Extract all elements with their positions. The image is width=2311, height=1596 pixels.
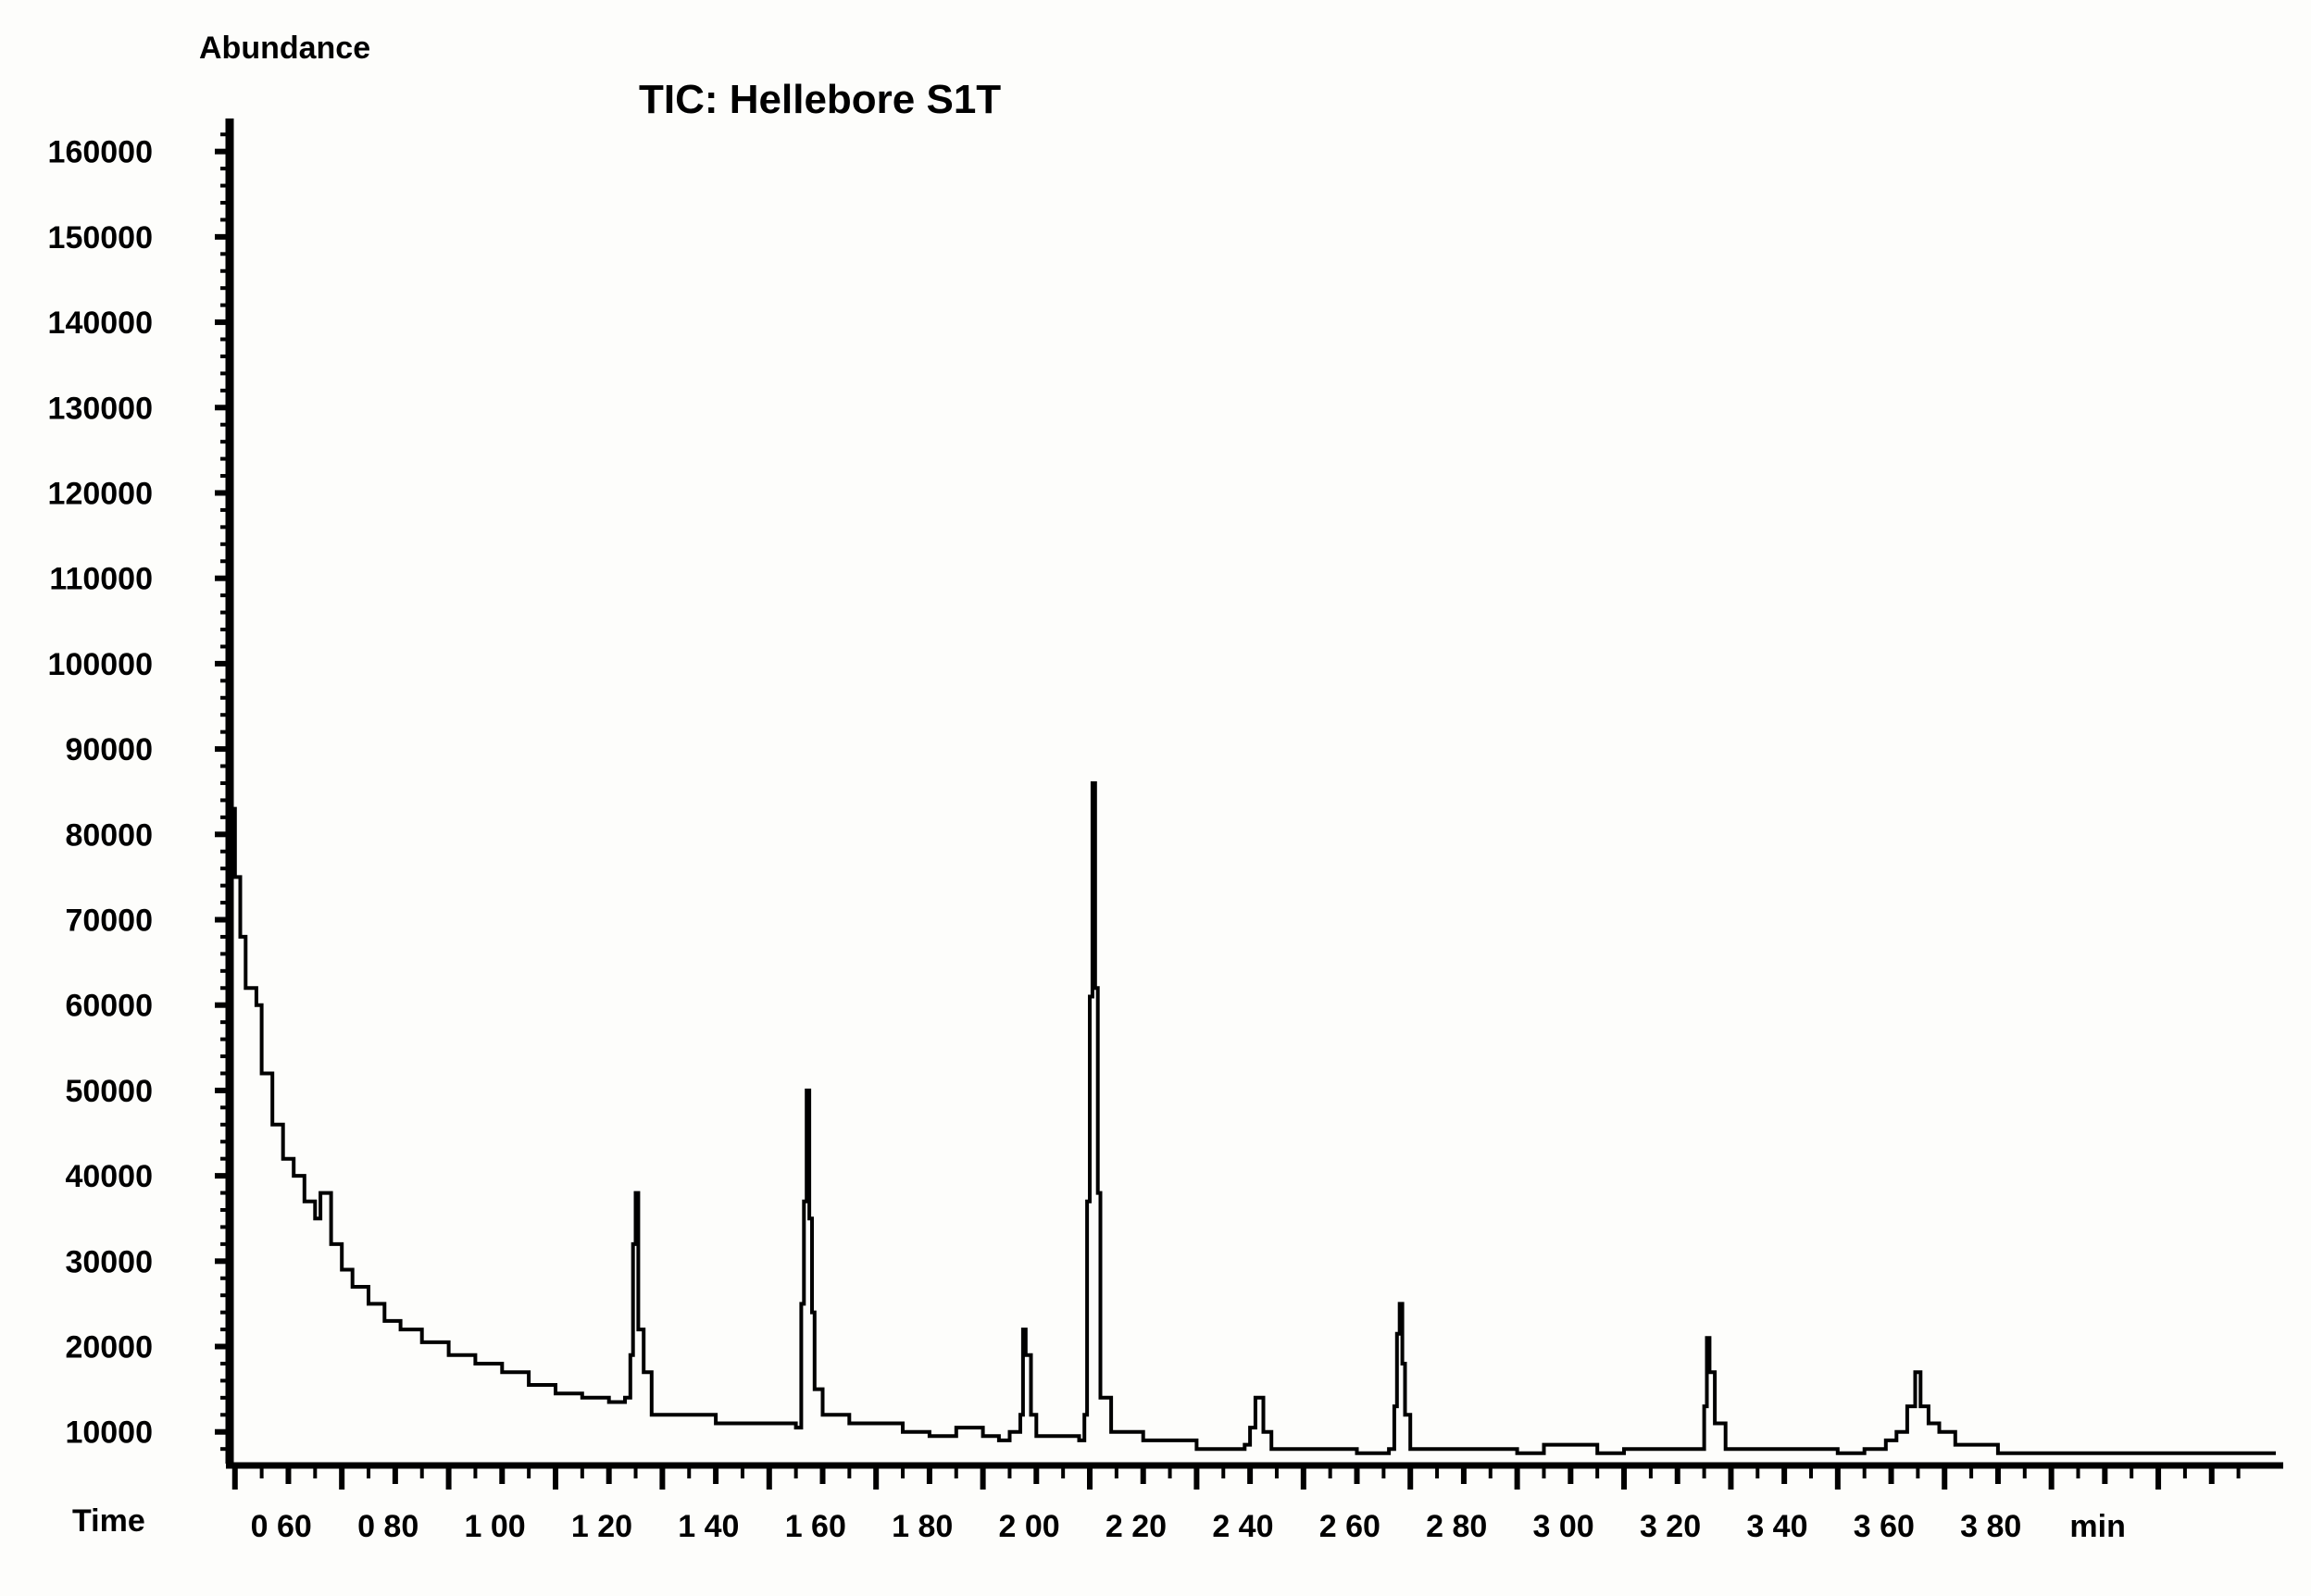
y-tick-label: 60000 <box>65 989 153 1024</box>
x-tick-label: 2 60 <box>1319 1509 1380 1544</box>
x-tick-label: 3 80 <box>1960 1509 2021 1544</box>
y-tick-label: 40000 <box>65 1159 153 1194</box>
y-tick-label: 90000 <box>65 732 153 767</box>
x-tick-label: 2 00 <box>999 1509 1060 1544</box>
y-axis-label: Abundance <box>199 31 370 66</box>
x-tick-label: 1 40 <box>678 1509 739 1544</box>
y-tick-label: 50000 <box>65 1074 153 1109</box>
x-tick-label: 2 40 <box>1212 1509 1273 1544</box>
x-tick-label: min <box>2069 1509 2125 1544</box>
y-tick-label: 150000 <box>48 220 153 256</box>
plot-area: 10000 20000 30000 40000 50000 60000 70000 80000… <box>48 118 2283 1544</box>
y-tick-label: 160000 <box>48 135 153 170</box>
x-tick-label: 2 20 <box>1106 1509 1167 1544</box>
x-tick-label: 0 60 <box>251 1509 312 1544</box>
x-tick-label: 1 20 <box>571 1509 632 1544</box>
x-tick-label: 1 00 <box>464 1509 525 1544</box>
y-tick-label: 10000 <box>65 1415 153 1451</box>
y-tick-label: 30000 <box>65 1244 153 1279</box>
x-tick-label: 3 20 <box>1640 1509 1701 1544</box>
y-tick-label: 120000 <box>48 476 153 511</box>
x-tick-label: 3 40 <box>1746 1509 1807 1544</box>
x-tick-label: 1 80 <box>892 1509 953 1544</box>
y-tick-label: 80000 <box>65 817 153 853</box>
x-tick-label: 3 00 <box>1533 1509 1594 1544</box>
y-tick-label: 20000 <box>65 1330 153 1365</box>
x-tick-label: 1 60 <box>785 1509 846 1544</box>
y-tick-label: 110000 <box>49 562 153 597</box>
x-axis-label: Time <box>72 1503 145 1539</box>
x-tick-label: 0 80 <box>357 1509 418 1544</box>
chart-title: TIC: Hellebore S1T <box>639 77 1001 122</box>
y-tick-label: 70000 <box>65 904 153 939</box>
tic-series-line <box>230 781 2276 1455</box>
x-tick-label: 2 80 <box>1426 1509 1487 1544</box>
y-tick-label: 130000 <box>48 391 153 426</box>
y-tick-label: 100000 <box>48 647 153 682</box>
y-tick-label: 140000 <box>48 305 153 341</box>
x-tick-label: 3 60 <box>1854 1509 1915 1544</box>
